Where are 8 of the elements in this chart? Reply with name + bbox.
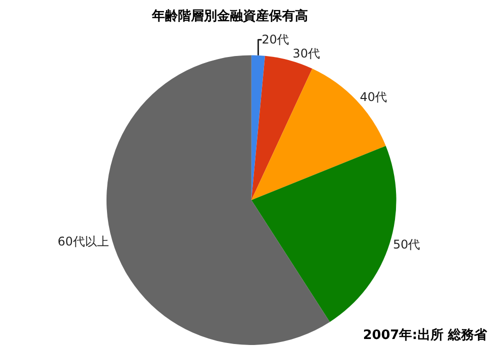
slice-label: 40代 [360, 90, 388, 104]
text: 2007年:出所 総務省 [363, 327, 488, 343]
chart-title: 年齢階層別金融資産保有高 [151, 8, 308, 24]
slice-label: 50代 [392, 238, 420, 252]
slice-label: 60代以上 [58, 234, 109, 249]
slice-label: 20代 [262, 32, 289, 47]
slice-label: 30代 [292, 46, 320, 61]
pie-slice [251, 68, 386, 200]
